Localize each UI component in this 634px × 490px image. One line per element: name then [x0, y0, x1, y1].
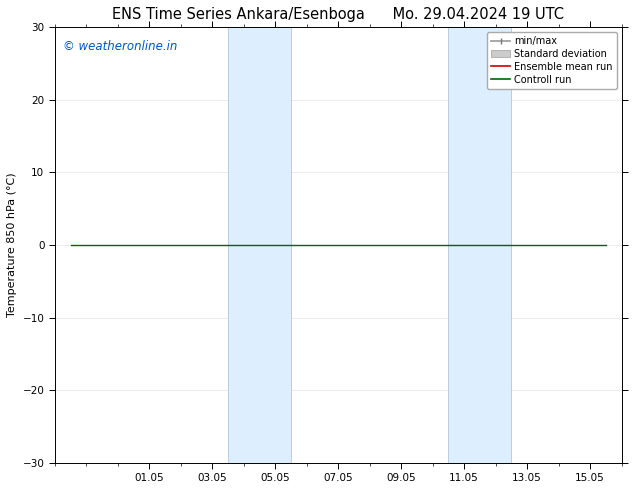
Text: © weatheronline.in: © weatheronline.in: [63, 40, 178, 53]
Bar: [228, 27, 291, 463]
Title: ENS Time Series Ankara/Esenboga      Mo. 29.04.2024 19 UTC: ENS Time Series Ankara/Esenboga Mo. 29.0…: [112, 7, 564, 22]
Bar: [448, 27, 511, 463]
Legend: min/max, Standard deviation, Ensemble mean run, Controll run: min/max, Standard deviation, Ensemble me…: [487, 32, 617, 89]
Y-axis label: Temperature 850 hPa (°C): Temperature 850 hPa (°C): [7, 172, 17, 317]
